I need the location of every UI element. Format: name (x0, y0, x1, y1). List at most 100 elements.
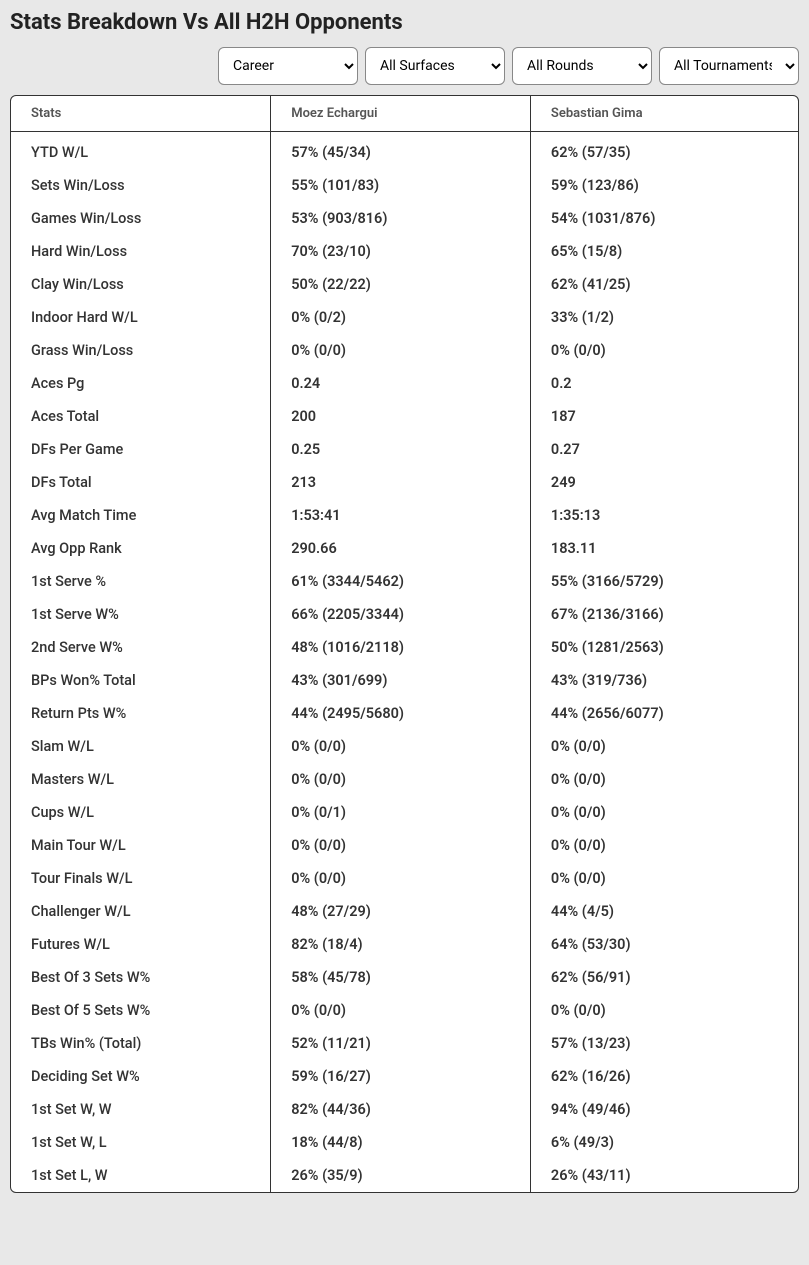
stat-value: 0.24 (271, 367, 531, 400)
stat-label: Grass Win/Loss (11, 334, 271, 367)
table-row: Aces Total200187 (11, 400, 798, 433)
stat-value: 94% (49/46) (530, 1093, 798, 1126)
stat-value: 0% (0/0) (530, 334, 798, 367)
stat-label: Hard Win/Loss (11, 235, 271, 268)
stat-value: 200 (271, 400, 531, 433)
stat-value: 0% (0/0) (271, 829, 531, 862)
table-row: Deciding Set W%59% (16/27)62% (16/26) (11, 1060, 798, 1093)
table-row: Main Tour W/L0% (0/0)0% (0/0) (11, 829, 798, 862)
stat-label: 2nd Serve W% (11, 631, 271, 664)
stat-value: 62% (56/91) (530, 961, 798, 994)
stat-label: Masters W/L (11, 763, 271, 796)
stat-value: 0% (0/0) (530, 862, 798, 895)
stat-label: Aces Pg (11, 367, 271, 400)
stat-value: 1:35:13 (530, 499, 798, 532)
stat-value: 0% (0/0) (271, 730, 531, 763)
table-row: Best Of 3 Sets W%58% (45/78)62% (56/91) (11, 961, 798, 994)
stat-label: Aces Total (11, 400, 271, 433)
table-row: Clay Win/Loss50% (22/22)62% (41/25) (11, 268, 798, 301)
stat-value: 1:53:41 (271, 499, 531, 532)
stat-value: 0.25 (271, 433, 531, 466)
stat-label: 1st Set W, L (11, 1126, 271, 1159)
stat-label: Avg Match Time (11, 499, 271, 532)
stat-value: 59% (16/27) (271, 1060, 531, 1093)
table-row: TBs Win% (Total)52% (11/21)57% (13/23) (11, 1027, 798, 1060)
table-header-row: Stats Moez Echargui Sebastian Gima (11, 96, 798, 132)
table-row: DFs Total213249 (11, 466, 798, 499)
stat-label: Clay Win/Loss (11, 268, 271, 301)
stat-label: BPs Won% Total (11, 664, 271, 697)
table-row: 2nd Serve W%48% (1016/2118)50% (1281/256… (11, 631, 798, 664)
table-row: Slam W/L0% (0/0)0% (0/0) (11, 730, 798, 763)
stat-value: 0% (0/0) (271, 994, 531, 1027)
stat-value: 0% (0/2) (271, 301, 531, 334)
stat-value: 0% (0/0) (530, 763, 798, 796)
stat-label: DFs Total (11, 466, 271, 499)
table-row: YTD W/L57% (45/34)62% (57/35) (11, 132, 798, 170)
table-row: 1st Set W, W82% (44/36)94% (49/46) (11, 1093, 798, 1126)
stat-label: Best Of 3 Sets W% (11, 961, 271, 994)
table-row: DFs Per Game0.250.27 (11, 433, 798, 466)
stat-value: 59% (123/86) (530, 169, 798, 202)
stat-value: 0% (0/0) (530, 730, 798, 763)
stat-value: 57% (45/34) (271, 132, 531, 170)
table-row: Games Win/Loss53% (903/816)54% (1031/876… (11, 202, 798, 235)
table-row: Avg Match Time1:53:411:35:13 (11, 499, 798, 532)
stats-table: Stats Moez Echargui Sebastian Gima YTD W… (11, 96, 798, 1192)
stat-value: 66% (2205/3344) (271, 598, 531, 631)
col-header-stats: Stats (11, 96, 271, 132)
stat-label: Games Win/Loss (11, 202, 271, 235)
tournament-select[interactable]: All Tournaments (659, 47, 799, 85)
stat-value: 82% (44/36) (271, 1093, 531, 1126)
stat-value: 43% (301/699) (271, 664, 531, 697)
stat-value: 44% (4/5) (530, 895, 798, 928)
stat-value: 52% (11/21) (271, 1027, 531, 1060)
stat-value: 33% (1/2) (530, 301, 798, 334)
stat-value: 0% (0/0) (271, 862, 531, 895)
stat-value: 43% (319/736) (530, 664, 798, 697)
stat-value: 0% (0/0) (530, 994, 798, 1027)
stat-label: Main Tour W/L (11, 829, 271, 862)
stat-value: 26% (43/11) (530, 1159, 798, 1192)
stat-value: 50% (1281/2563) (530, 631, 798, 664)
stat-value: 65% (15/8) (530, 235, 798, 268)
stat-value: 290.66 (271, 532, 531, 565)
stat-value: 0% (0/0) (530, 796, 798, 829)
stat-value: 0.2 (530, 367, 798, 400)
table-row: Best Of 5 Sets W%0% (0/0)0% (0/0) (11, 994, 798, 1027)
stat-value: 26% (35/9) (271, 1159, 531, 1192)
stat-label: 1st Serve W% (11, 598, 271, 631)
stat-value: 44% (2656/6077) (530, 697, 798, 730)
stat-label: 1st Set L, W (11, 1159, 271, 1192)
table-row: Masters W/L0% (0/0)0% (0/0) (11, 763, 798, 796)
stat-label: Sets Win/Loss (11, 169, 271, 202)
stat-value: 54% (1031/876) (530, 202, 798, 235)
surface-select[interactable]: All Surfaces (365, 47, 505, 85)
stat-value: 53% (903/816) (271, 202, 531, 235)
table-row: BPs Won% Total43% (301/699)43% (319/736) (11, 664, 798, 697)
stat-label: Indoor Hard W/L (11, 301, 271, 334)
stat-value: 58% (45/78) (271, 961, 531, 994)
stat-value: 18% (44/8) (271, 1126, 531, 1159)
round-select[interactable]: All Rounds (512, 47, 652, 85)
stat-label: Slam W/L (11, 730, 271, 763)
stat-value: 62% (41/25) (530, 268, 798, 301)
stat-value: 82% (18/4) (271, 928, 531, 961)
stat-value: 213 (271, 466, 531, 499)
table-row: 1st Set L, W26% (35/9)26% (43/11) (11, 1159, 798, 1192)
stat-label: Challenger W/L (11, 895, 271, 928)
stat-label: DFs Per Game (11, 433, 271, 466)
stat-value: 0% (0/0) (271, 334, 531, 367)
stat-label: YTD W/L (11, 132, 271, 170)
table-row: Tour Finals W/L0% (0/0)0% (0/0) (11, 862, 798, 895)
stat-value: 62% (16/26) (530, 1060, 798, 1093)
stat-value: 57% (13/23) (530, 1027, 798, 1060)
stat-value: 67% (2136/3166) (530, 598, 798, 631)
table-row: Challenger W/L48% (27/29)44% (4/5) (11, 895, 798, 928)
period-select[interactable]: Career (218, 47, 358, 85)
stat-label: TBs Win% (Total) (11, 1027, 271, 1060)
stat-label: Futures W/L (11, 928, 271, 961)
stats-table-container: Stats Moez Echargui Sebastian Gima YTD W… (10, 95, 799, 1193)
stat-label: 1st Set W, W (11, 1093, 271, 1126)
table-row: Return Pts W%44% (2495/5680)44% (2656/60… (11, 697, 798, 730)
